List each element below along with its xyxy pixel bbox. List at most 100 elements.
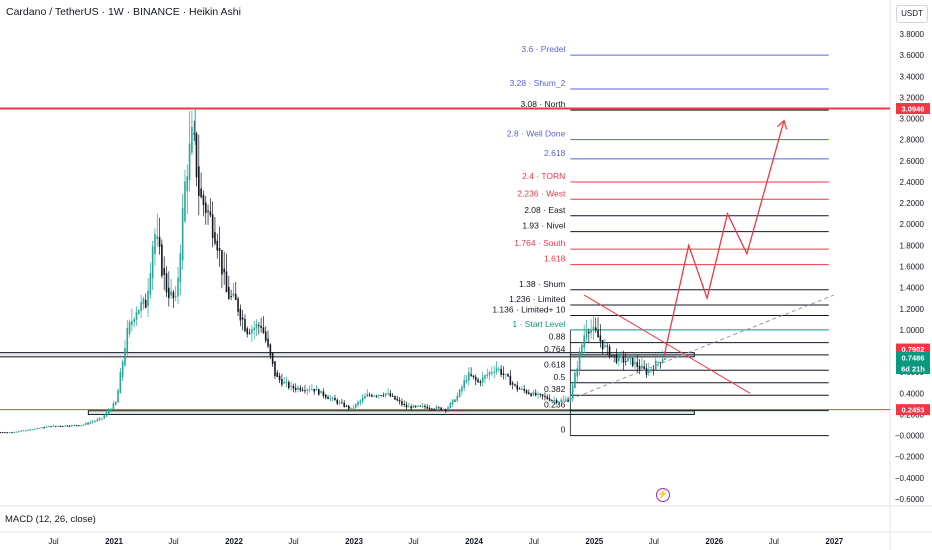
candle — [438, 407, 440, 409]
candle — [601, 339, 604, 350]
candle — [52, 425, 55, 427]
y-tick-label: 3.8000 — [900, 30, 925, 39]
candle — [588, 331, 590, 334]
candle — [470, 374, 472, 376]
candle — [528, 392, 530, 394]
candle — [465, 379, 468, 383]
candle — [629, 357, 632, 359]
candle — [260, 325, 262, 328]
currency-button[interactable]: USDT — [896, 5, 928, 23]
candle — [488, 372, 491, 375]
candle — [94, 420, 96, 422]
candle — [481, 377, 484, 383]
candle — [308, 389, 311, 391]
price-badge — [896, 343, 930, 355]
candle — [168, 287, 170, 299]
candle — [6, 432, 9, 434]
candle — [221, 250, 223, 275]
candle — [73, 425, 75, 427]
candle — [525, 390, 528, 394]
candle — [421, 405, 424, 407]
candle — [361, 397, 364, 402]
fib-level-label: 0.382 — [544, 384, 566, 394]
candle — [140, 302, 142, 311]
candle — [105, 412, 108, 417]
fib-level-label: 2.236 · West — [517, 188, 566, 198]
candle — [454, 400, 456, 402]
candle — [101, 418, 103, 420]
fib-level-label: 1.236 · Limited — [509, 294, 565, 304]
candle — [297, 387, 299, 390]
candle — [350, 407, 352, 409]
y-tick-label: 2.2000 — [900, 199, 925, 208]
price-axis: 3.8000 3.6000 3.4000 3.2000 3.0000 2.8000 2.60… — [895, 30, 925, 504]
y-tick-label: −0.6000 — [895, 495, 925, 504]
candle — [71, 425, 73, 427]
candle — [433, 409, 435, 411]
candle — [0, 432, 2, 434]
candle — [495, 368, 498, 372]
price-badge-label: 0.7902 — [902, 345, 925, 354]
candle — [246, 328, 249, 335]
candle — [558, 401, 560, 403]
candle — [299, 387, 302, 391]
candle — [474, 376, 477, 381]
candle — [239, 308, 242, 321]
price-badge-label: 6d 21h — [901, 364, 925, 373]
candle — [331, 397, 334, 399]
price-badge — [896, 351, 930, 363]
candle — [276, 372, 279, 377]
candle — [29, 429, 32, 431]
candle — [288, 382, 290, 389]
candle — [463, 380, 465, 388]
candle — [41, 427, 43, 429]
candle — [461, 386, 463, 392]
fib-level-label: 0 — [561, 425, 566, 435]
candle — [477, 379, 479, 383]
candle — [645, 368, 648, 375]
macd-label[interactable]: MACD (12, 26, close) — [5, 514, 96, 525]
candle — [553, 400, 555, 402]
candle — [128, 321, 131, 335]
candle — [544, 395, 546, 397]
candle — [599, 335, 602, 342]
candle — [613, 354, 615, 356]
y-tick-label: 2.8000 — [900, 136, 925, 145]
candle — [121, 361, 124, 378]
candle — [18, 431, 20, 433]
candle — [368, 394, 371, 396]
candle — [403, 403, 405, 405]
candle — [426, 406, 429, 409]
x-tick-label: 2022 — [225, 537, 243, 546]
candle — [641, 365, 643, 369]
candle — [216, 240, 219, 251]
candle — [664, 358, 666, 361]
candle — [22, 430, 25, 432]
candle — [223, 268, 225, 273]
candle — [24, 430, 27, 432]
candle — [659, 362, 662, 364]
candle — [590, 329, 592, 333]
candle — [384, 393, 387, 396]
lightning-icon[interactable]: ⚡ — [656, 488, 670, 502]
candle — [449, 402, 452, 409]
candle — [456, 395, 459, 401]
candle — [511, 382, 514, 385]
candle — [401, 401, 403, 405]
y-tick-label: 2.4000 — [900, 178, 925, 187]
candle — [89, 422, 92, 424]
candle — [156, 236, 159, 239]
projection-path — [663, 120, 785, 357]
candle — [560, 399, 562, 402]
candle — [158, 236, 161, 247]
price-badge — [896, 362, 930, 374]
candle — [334, 397, 336, 401]
candle — [177, 277, 179, 297]
candle — [366, 393, 369, 397]
candle — [163, 268, 165, 275]
candle — [417, 405, 419, 407]
candle — [75, 425, 78, 427]
candle — [498, 368, 500, 370]
